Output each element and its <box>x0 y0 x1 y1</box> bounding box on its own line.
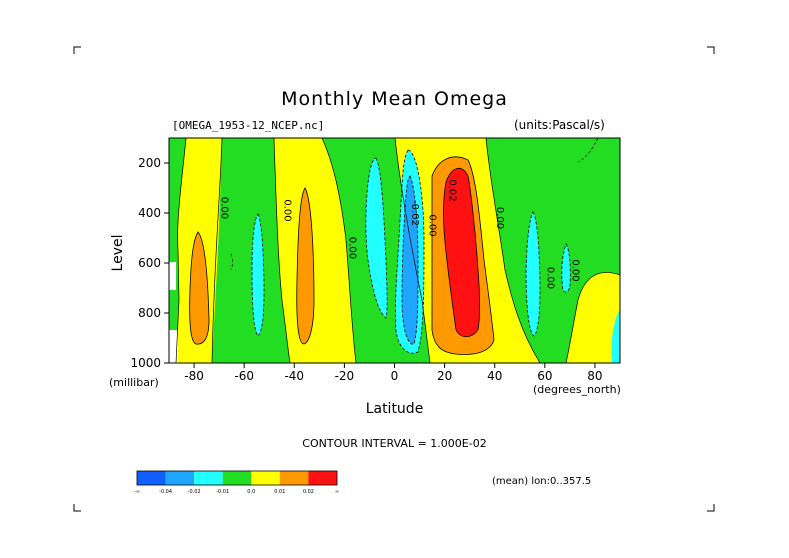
source-file-label: [OMEGA_1953-12_NCEP.nc] <box>172 119 325 132</box>
y-tick-label: 800 <box>138 306 161 320</box>
field-orange-southern-subtropics <box>296 187 315 345</box>
x-axis-ticks: -80 -60 -40 -20 0 20 40 60 80 <box>184 363 603 383</box>
zero-contours <box>175 138 620 363</box>
y-axis-unit: (millibar) <box>109 376 159 389</box>
field-cyan-arctic <box>561 243 571 293</box>
colorbar-label: 0.01 <box>274 489 285 495</box>
field-missing-data <box>169 262 178 363</box>
contour-value-label: 0.00 <box>219 197 230 219</box>
colorbar-label: 0.02 <box>303 489 314 495</box>
field-cyan-northern <box>525 211 541 337</box>
x-tick-label: 60 <box>537 369 552 383</box>
x-tick-label: 0 <box>391 369 399 383</box>
x-axis-unit: (degrees_north) <box>533 383 621 396</box>
x-tick-label: -80 <box>184 369 204 383</box>
field-green-northern-midlatitude <box>486 138 620 363</box>
y-axis-ticks: 200 400 600 800 1000 <box>130 156 169 370</box>
colorbar: -∞ -0.04 -0.02 -0.01 0.0 0.01 0.02 ∞ <box>134 470 339 495</box>
x-tick-label: -40 <box>284 369 304 383</box>
colorbar-frame <box>136 470 338 486</box>
contour-value-label: 0.00 <box>346 237 357 259</box>
y-tick-label: 400 <box>138 206 161 220</box>
field-red-core <box>443 168 480 338</box>
colorbar-label: -0.02 <box>188 489 201 495</box>
contour-label-group: 0.00 0.00 0.00 -0.02 0.00 0.02 0.00 0.00 0.00 <box>219 179 581 289</box>
colorbar-label: -0.04 <box>159 489 172 495</box>
colorbar-label: -0.01 <box>216 489 229 495</box>
colorbar-swatch <box>137 471 166 485</box>
crop-marks <box>73 46 715 512</box>
y-tick-label: 200 <box>138 156 161 170</box>
colorbar-swatch <box>279 471 309 485</box>
field-blue-equatorial-core <box>401 175 419 345</box>
field-green-southern-midlatitude <box>212 138 290 363</box>
x-tick-label: 40 <box>487 369 502 383</box>
colorbar-swatch <box>251 471 280 485</box>
field-orange-antarctic <box>189 231 210 345</box>
colorbar-label: 0.0 <box>247 489 255 495</box>
x-tick-label: -20 <box>335 369 355 383</box>
y-tick-label: 600 <box>138 256 161 270</box>
contour-value-label: 0.00 <box>281 199 292 221</box>
crop-mark-top-right <box>707 46 715 54</box>
contour-value-label: 0.00 <box>569 259 580 281</box>
field-cyan-southern <box>251 213 265 337</box>
colorbar-swatch <box>308 471 337 485</box>
mean-longitude-note: (mean) lon:0..357.5 <box>492 476 592 487</box>
contour-value-label: 0.00 <box>427 214 438 236</box>
x-axis-label: Latitude <box>365 401 424 417</box>
x-tick-label: 20 <box>437 369 452 383</box>
crop-mark-bottom-left <box>73 504 81 512</box>
crop-mark-top-left <box>73 46 81 54</box>
x-tick-label: -60 <box>234 369 254 383</box>
field-green-southern-edge <box>169 138 186 363</box>
colorbar-label: -∞ <box>134 489 140 495</box>
contour-interval-label: CONTOUR INTERVAL = 1.000E-02 <box>302 437 487 450</box>
crop-mark-bottom-right <box>707 504 715 512</box>
contour-value-label: 0.00 <box>544 267 555 289</box>
colorbar-swatch <box>222 471 252 485</box>
chart-title: Monthly Mean Omega <box>281 88 508 110</box>
units-label: (units:Pascal/s) <box>514 118 605 132</box>
contour-value-label: 0.00 <box>494 207 505 229</box>
colorbar-label: ∞ <box>335 489 339 495</box>
contour-field: 0.00 0.00 0.00 -0.02 0.00 0.02 0.00 0.00 0.00 <box>169 138 620 363</box>
y-tick-label: 1000 <box>130 356 161 370</box>
colorbar-swatch <box>165 471 195 485</box>
field-cyan-pole <box>611 310 620 363</box>
x-tick-label: 80 <box>587 369 602 383</box>
contour-value-label: -0.02 <box>409 200 420 226</box>
field-cyan-tropics-west <box>365 157 388 319</box>
contour-value-label: 0.02 <box>447 179 458 201</box>
colorbar-swatch <box>194 471 223 485</box>
